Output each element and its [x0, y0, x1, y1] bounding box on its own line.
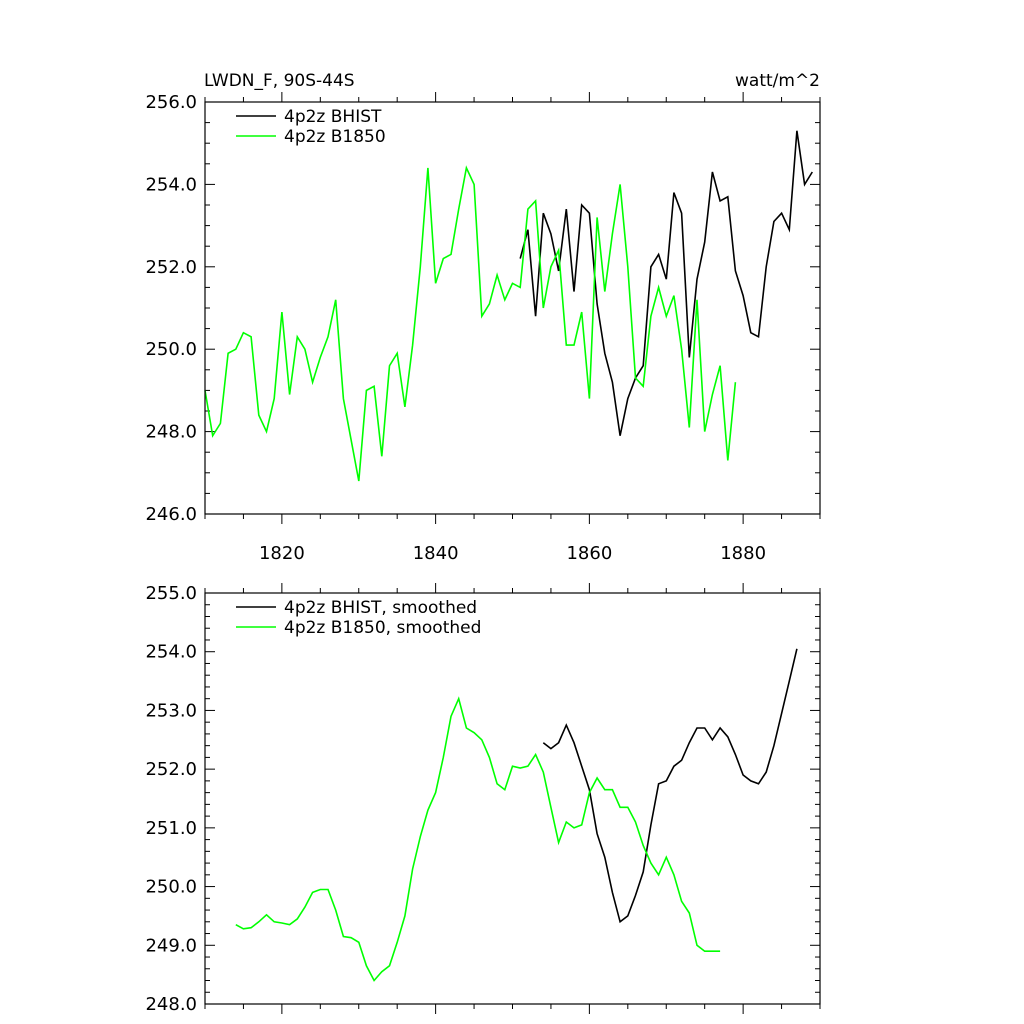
top-plot-frame: [204, 101, 821, 515]
legend-label-b1850-smoothed: 4p2z B1850, smoothed: [284, 618, 481, 638]
bottom-plot-frame: [204, 592, 821, 1005]
y-tick-label: 248.0: [145, 422, 197, 443]
y-tick-label: 254.0: [145, 174, 197, 195]
y-tick-label: 251.0: [145, 818, 197, 839]
y-tick-label: 250.0: [145, 877, 197, 898]
y-tick-label: 248.0: [145, 994, 197, 1015]
bottom-series-line-0: [542, 648, 798, 924]
bottom-panel: 248.0 249.0 250.0 251.0 252.0 253.0 254.0 255.0…: [145, 583, 821, 1015]
top-series-line-0: [519, 130, 813, 436]
y-tick-label: 250.0: [145, 339, 197, 360]
bottom-series-line-1: [235, 696, 721, 982]
y-tick-label: 249.0: [145, 935, 197, 956]
legend-label-b1850: 4p2z B1850: [284, 127, 386, 147]
y-tick-label: 246.0: [145, 504, 197, 525]
y-tick-label: 255.0: [145, 583, 197, 604]
chart-title: LWDN_F, 90S-44S: [204, 71, 355, 91]
x-tick-label: 1880: [720, 543, 766, 564]
x-tick-label: 1860: [566, 543, 612, 564]
legend-label-bhist: 4p2z BHIST: [284, 107, 382, 127]
legend-label-bhist-smoothed: 4p2z BHIST, smoothed: [284, 598, 477, 618]
x-tick-label: 1820: [259, 543, 305, 564]
units-label: watt/m^2: [735, 71, 820, 91]
top-panel: LWDN_F, 90S-44S watt/m^2 246.0 248.0 250.0…: [145, 71, 821, 564]
x-tick-label: 1840: [413, 543, 459, 564]
bottom-legend: 4p2z BHIST, smoothed 4p2z B1850, smoothe…: [236, 598, 481, 638]
top-series-group: [204, 130, 813, 482]
y-tick-label: 256.0: [145, 92, 197, 113]
bottom-series-group: [235, 648, 798, 982]
top-series-line-1: [204, 165, 737, 482]
y-tick-label: 253.0: [145, 700, 197, 721]
top-axis-ticks: 246.0 248.0 250.0 252.0 254.0 256.0 1820 1840 18…: [145, 92, 821, 564]
bottom-axis-ticks: 248.0 249.0 250.0 251.0 252.0 253.0 254.0 255.0: [145, 583, 821, 1015]
y-tick-label: 252.0: [145, 257, 197, 278]
top-legend: 4p2z BHIST 4p2z B1850: [236, 107, 386, 147]
y-tick-label: 254.0: [145, 642, 197, 663]
y-tick-label: 252.0: [145, 759, 197, 780]
